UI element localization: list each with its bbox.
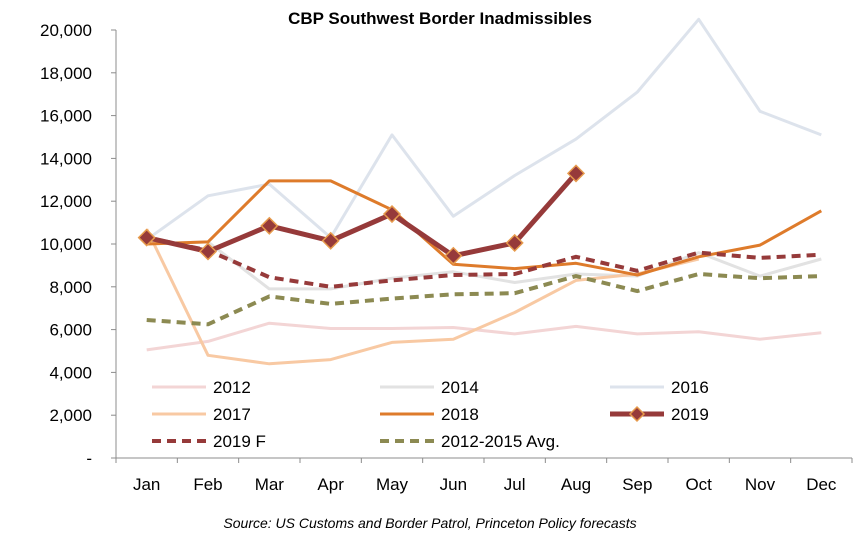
legend-label-2018: 2018	[441, 405, 479, 424]
x-tick-label: Oct	[685, 475, 712, 494]
series-line-2019	[146, 171, 578, 259]
legend-label-2019-f: 2019 F	[213, 432, 266, 451]
series-line-2016	[145, 17, 822, 241]
x-tick-label: Mar	[255, 475, 285, 494]
data-point-2019	[321, 231, 340, 250]
legend-label-2012-2015-avg: 2012-2015 Avg.	[441, 432, 560, 451]
x-tick-label: Jan	[133, 475, 160, 494]
x-tick-label: May	[376, 475, 409, 494]
x-tick-label: Jul	[504, 475, 526, 494]
series-line-2017	[145, 228, 700, 366]
legend-label-2012: 2012	[213, 378, 251, 397]
y-axis: - 2,000 4,000 6,000 8,000 10,000 12,000 14,000 1…	[40, 21, 117, 468]
legend-label-2017: 2017	[213, 405, 251, 424]
y-tick-label: 6,000	[49, 321, 92, 340]
y-tick-label: 8,000	[49, 278, 92, 297]
x-tick-label: Nov	[745, 475, 776, 494]
x-tick-label: Sep	[622, 475, 652, 494]
y-tick-label: 12,000	[40, 192, 92, 211]
x-tick-label: Apr	[317, 475, 344, 494]
x-tick-label: Feb	[193, 475, 222, 494]
legend-marker-2019	[628, 405, 646, 423]
series-line-2012	[146, 321, 822, 352]
series-lines	[137, 17, 823, 366]
legend: 2012 2014 2016 2017 2018 2019 2019 F 2012-2015 …	[152, 378, 709, 451]
data-point-2019	[198, 242, 218, 261]
x-axis: Jan Feb Mar Apr May Jun Jul Aug Sep Oct Nov Dec	[115, 457, 853, 494]
legend-label-2014: 2014	[441, 378, 479, 397]
data-point-2019	[260, 216, 279, 235]
y-tick-label: 4,000	[49, 363, 92, 382]
legend-label-2019: 2019	[671, 405, 709, 424]
data-point-2019	[505, 233, 524, 252]
data-point-2019	[566, 164, 586, 183]
x-tick-label: Dec	[806, 475, 837, 494]
y-tick-label: 16,000	[40, 107, 92, 126]
data-point-2019	[444, 246, 463, 265]
y-tick-label: 2,000	[49, 406, 92, 425]
source-note: Source: US Customs and Border Patrol, Pr…	[223, 515, 636, 531]
y-tick-label: 20,000	[40, 21, 92, 40]
y-tick-label: 10,000	[40, 235, 92, 254]
data-point-2019	[137, 228, 156, 247]
legend-label-2016: 2016	[671, 378, 709, 397]
data-point-2019	[382, 204, 402, 224]
y-tick-label: -	[86, 449, 92, 468]
series-line-2019-f	[146, 235, 822, 289]
y-tick-label: 14,000	[40, 149, 92, 168]
x-tick-label: Aug	[561, 475, 591, 494]
y-tick-label: 18,000	[40, 64, 92, 83]
x-tick-label: Jun	[440, 475, 467, 494]
series-line-2014	[146, 240, 822, 291]
series-line-2012-2015-avg	[146, 272, 822, 327]
chart-title: CBP Southwest Border Inadmissibles	[288, 9, 592, 28]
